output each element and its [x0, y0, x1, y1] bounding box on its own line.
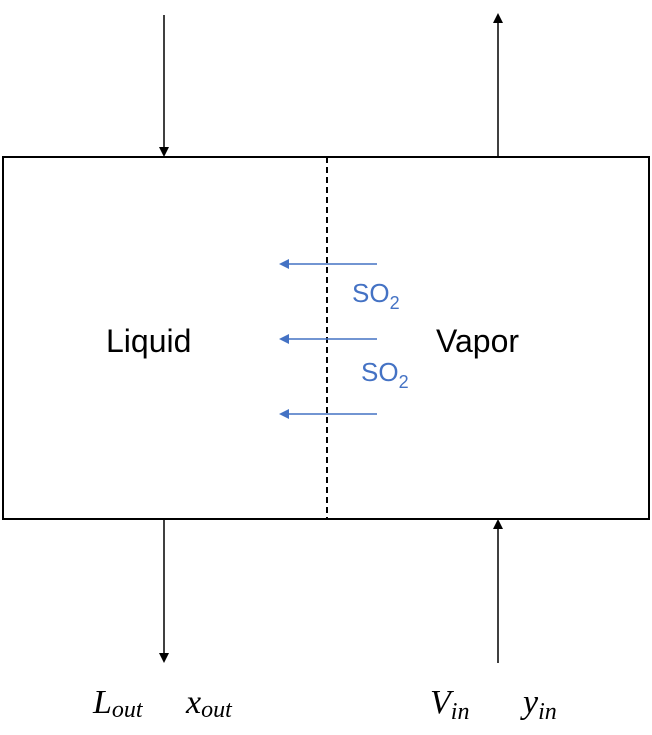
- liquid-out-comp-sub: out: [201, 697, 233, 723]
- liquid-out-comp-symbol: x: [185, 684, 201, 721]
- vapor-in-flow-label: Vin: [430, 684, 469, 725]
- liquid-out-flow-label: Lout: [92, 684, 144, 723]
- so2-label-upper: SO2: [352, 278, 400, 313]
- vapor-in-comp-symbol: y: [520, 684, 539, 721]
- vapor-in-comp-sub: in: [538, 699, 557, 725]
- vapor-label: Vapor: [436, 323, 519, 359]
- liquid-out-symbol: L: [92, 684, 112, 721]
- so2-subscript: 2: [399, 372, 409, 392]
- liquid-label: Liquid: [106, 323, 191, 359]
- vapor-in-composition-label: yin: [520, 684, 557, 725]
- so2-species: SO: [361, 357, 399, 387]
- so2-species: SO: [352, 278, 390, 308]
- so2-subscript: 2: [390, 293, 400, 313]
- vapor-in-sub: in: [451, 699, 470, 725]
- liquid-out-sub: out: [112, 697, 144, 723]
- liquid-out-composition-label: xout: [185, 684, 233, 723]
- so2-label-lower: SO2: [361, 357, 409, 392]
